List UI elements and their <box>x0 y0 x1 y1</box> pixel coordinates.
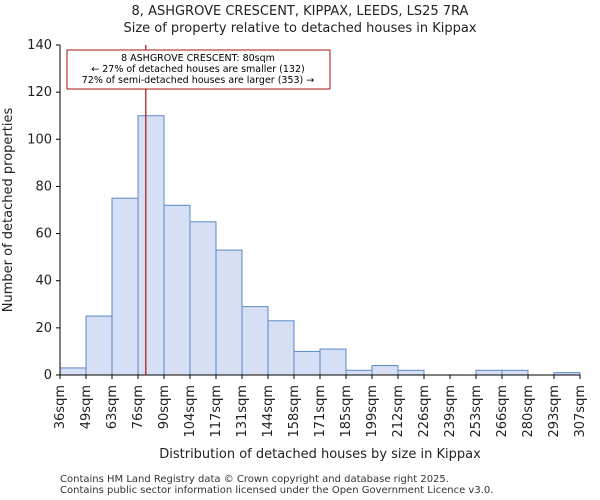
histogram-bar <box>345 369 373 376</box>
y-tick-label: 60 <box>35 227 52 242</box>
x-tick-label: 212sqm <box>391 385 406 438</box>
x-tick-label: 293sqm <box>547 385 562 438</box>
histogram-bar <box>85 315 113 376</box>
annotation-text: ← 27% of detached houses are smaller (13… <box>91 64 304 75</box>
x-tick-label: 266sqm <box>495 385 510 438</box>
x-tick-label: 144sqm <box>261 385 276 438</box>
x-tick-label: 117sqm <box>209 385 224 438</box>
x-tick-label: 253sqm <box>469 385 484 438</box>
histogram-bar <box>241 306 269 376</box>
histogram-bar <box>137 115 165 376</box>
x-tick-label: 36sqm <box>53 385 68 429</box>
x-tick-label: 171sqm <box>313 385 328 438</box>
chart-subtitle: Size of property relative to detached ho… <box>123 21 477 36</box>
x-tick-label: 185sqm <box>339 385 354 438</box>
chart-title: 8, ASHGROVE CRESCENT, KIPPAX, LEEDS, LS2… <box>131 4 469 19</box>
histogram-bar <box>319 348 347 376</box>
y-tick-label: 40 <box>35 274 52 289</box>
y-tick-label: 0 <box>44 368 52 383</box>
x-tick-label: 226sqm <box>417 385 432 438</box>
histogram-bar <box>163 204 191 376</box>
footer-line-1: Contains HM Land Registry data © Crown c… <box>60 474 449 485</box>
histogram-bar <box>111 197 139 376</box>
x-tick-label: 239sqm <box>443 385 458 438</box>
y-tick-label: 100 <box>27 132 52 147</box>
x-tick-label: 280sqm <box>521 385 536 438</box>
x-tick-label: 63sqm <box>105 385 120 429</box>
histogram-bar <box>189 221 217 376</box>
x-tick-label: 158sqm <box>287 385 302 438</box>
y-axis-title: Number of detached properties <box>1 108 16 313</box>
histogram-bar <box>397 369 425 376</box>
histogram-bar <box>267 320 295 376</box>
footer-line-2: Contains public sector information licen… <box>60 485 494 496</box>
histogram-bar <box>293 350 321 376</box>
x-tick-label: 104sqm <box>183 385 198 438</box>
annotation-box <box>66 49 331 90</box>
annotation-text: 8 ASHGROVE CRESCENT: 80sqm <box>121 53 275 64</box>
y-tick-label: 120 <box>27 85 52 100</box>
histogram-chart: 0 20 40 60 80 100 120 140 36sqm 49sqm 63sqm 76sqm 90… <box>1 38 588 462</box>
y-tick-label: 140 <box>27 38 52 53</box>
y-tick-label: 20 <box>35 321 52 336</box>
x-axis-title: Distribution of detached houses by size … <box>159 447 481 462</box>
histogram-bar <box>371 365 399 376</box>
annotation-text: 72% of semi-detached houses are larger (… <box>82 75 315 86</box>
x-tick-label: 199sqm <box>365 385 380 438</box>
x-tick-label: 131sqm <box>235 385 250 438</box>
x-tick-label: 76sqm <box>131 385 146 429</box>
histogram-bar <box>59 367 87 376</box>
histogram-bar <box>475 369 503 376</box>
x-tick-label: 90sqm <box>157 385 172 429</box>
histogram-bar <box>215 249 243 376</box>
histogram-bar <box>501 369 529 376</box>
y-tick-label: 80 <box>35 179 52 194</box>
x-tick-label: 307sqm <box>573 385 588 438</box>
x-tick-label: 49sqm <box>79 385 94 429</box>
